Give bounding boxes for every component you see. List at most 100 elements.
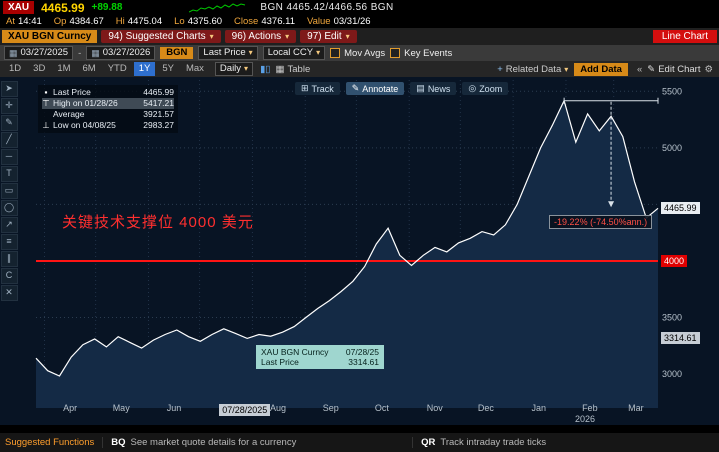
tab-max[interactable]: Max [185, 63, 204, 74]
arrow-tool-icon[interactable]: ↗ [0, 217, 18, 233]
menu-suggested-charts[interactable]: 94) Suggested Charts ▾ [101, 30, 221, 43]
stat-label: At [6, 16, 15, 27]
tab-1y[interactable]: 1Y [133, 62, 156, 76]
stat-value: 4384.67 [69, 16, 104, 27]
track-icon: ⊞ [301, 83, 309, 93]
trendline-icon[interactable]: ╱ [0, 132, 18, 148]
control-bar: ▦ 03/27/2025 - ▦ 03/27/2026 BGN Last Price… [0, 45, 719, 61]
legend-marker: ▪ [44, 87, 48, 97]
chevron-down-icon: ▾ [244, 64, 249, 73]
key-events-checkbox[interactable] [390, 48, 401, 58]
function-code: QR [421, 437, 436, 448]
date-from-input[interactable]: ▦ 03/27/2025 [4, 46, 74, 60]
chart-legend: ▪ Last Price 4465.99 ⊤ High on 01/28/26 5417… [38, 85, 178, 133]
legend-row-average[interactable]: Average 3921.57 [42, 109, 174, 120]
stat-high: Hi 4475.04 [116, 16, 162, 27]
legend-label: High on 01/28/26 [53, 98, 118, 108]
drawdown-label: -19.22% (-74.50%ann.) [549, 215, 653, 230]
date-to-input[interactable]: ▦ 03/27/2026 [86, 46, 156, 60]
x-axis-tick: Jun [167, 403, 182, 413]
table-button[interactable]: ▦ Table [276, 64, 311, 75]
last-price: 4465.99 [41, 0, 85, 15]
x-axis-tick: Jan [531, 403, 546, 413]
legend-marker [42, 109, 50, 120]
legend-label: Last Price [53, 87, 91, 97]
rectangle-tool-icon[interactable]: ▭ [0, 183, 18, 199]
legend-marker: ⊤ [42, 98, 50, 108]
field-dropdown[interactable]: Last Price ▾ [198, 46, 258, 60]
chevron-down-icon: ▾ [248, 48, 253, 57]
stat-value: 4475.04 [127, 16, 163, 27]
tab-3d[interactable]: 3D [33, 63, 46, 74]
tab-ytd[interactable]: YTD [107, 63, 127, 74]
date-to-value: 03/27/2026 [102, 47, 151, 58]
clone-tool-icon[interactable]: C [0, 268, 18, 284]
tooltip-security: XAU BGN Curncy [261, 347, 329, 357]
ellipse-tool-icon[interactable]: ◯ [0, 200, 18, 216]
menu-actions[interactable]: 96) Actions ▾ [224, 30, 297, 43]
chevron-down-icon: ▾ [316, 48, 321, 57]
price-source-button[interactable]: BGN [160, 47, 194, 59]
tab-5y[interactable]: 5Y [162, 63, 174, 74]
delete-tool-icon[interactable]: ✕ [0, 285, 18, 301]
stat-value-date: Value 03/31/26 [307, 16, 371, 27]
tooltip-value-row: Last Price 3314.61 [261, 357, 379, 367]
tab-1d[interactable]: 1D [9, 63, 22, 74]
x-axis-tick: Oct [375, 403, 390, 413]
legend-value: 5417.21 [143, 98, 174, 108]
function-bq[interactable]: BQ See market quote details for a currenc… [102, 437, 404, 448]
field-value: Last Price [203, 47, 246, 58]
edit-chart-button[interactable]: ✎ Edit Chart [647, 64, 700, 75]
zoom-button[interactable]: ◎ Zoom [462, 82, 509, 95]
legend-value: 4465.99 [143, 87, 174, 97]
pointer-icon[interactable]: ➤ [0, 81, 18, 97]
frequency-dropdown[interactable]: Daily ▾ [214, 62, 254, 76]
y-axis-tick: 5500 [662, 86, 682, 96]
suggested-functions-bar: Suggested Functions BQ See market quote d… [0, 433, 719, 452]
suggested-functions-label: Suggested Functions [5, 437, 95, 448]
gear-icon[interactable]: ⚙ [704, 63, 713, 75]
legend-row-last-price[interactable]: ▪ Last Price 4465.99 [42, 87, 174, 98]
currency-dropdown[interactable]: Local CCY ▾ [262, 46, 326, 60]
legend-value: 2983.27 [143, 120, 174, 130]
tooltip-title-row: XAU BGN Curncy 07/28/25 [261, 347, 379, 357]
legend-row-high[interactable]: ⊤ High on 01/28/26 5417.21 [42, 98, 174, 109]
channel-tool-icon[interactable]: ∥ [0, 251, 18, 267]
stat-low: Lo 4375.60 [174, 16, 222, 27]
currency-value: Local CCY [267, 47, 314, 58]
stat-value: 03/31/26 [333, 16, 371, 27]
key-events-toggle[interactable]: Key Events [390, 48, 452, 59]
annotate-pencil-icon[interactable]: ✎ [0, 115, 18, 131]
calendar-icon: ▦ [9, 48, 18, 58]
news-button[interactable]: ▤ News [410, 82, 457, 95]
function-qr[interactable]: QR Track intraday trade ticks [412, 437, 714, 448]
chart-mini-toolbar: ⊞ Track ✎ Annotate ▤ News ◎ Zoom [295, 82, 509, 95]
candlestick-icon[interactable]: ▮▯ [260, 63, 271, 75]
security-box[interactable]: XAU BGN Curncy [2, 30, 98, 43]
intraday-sparkline-icon [189, 2, 246, 12]
chart-type-button[interactable]: Line Chart [652, 30, 717, 43]
tab-1m[interactable]: 1M [57, 63, 71, 74]
fib-retracement-icon[interactable]: ≡ [0, 234, 18, 250]
add-data-button[interactable]: Add Data [574, 62, 628, 76]
crosshair-icon[interactable]: ✛ [0, 98, 18, 114]
menu-edit[interactable]: 97) Edit ▾ [300, 30, 357, 43]
ticker-symbol: XAU [3, 1, 35, 14]
legend-row-low[interactable]: ⊥ Low on 04/08/25 2983.27 [42, 120, 174, 131]
legend-value: 3921.57 [143, 109, 174, 119]
track-button[interactable]: ⊞ Track [295, 82, 340, 95]
edit-chart-label: Edit Chart [658, 63, 701, 75]
annotate-button[interactable]: ✎ Annotate [345, 82, 405, 95]
horizontal-line-icon[interactable]: ─ [0, 149, 18, 165]
tab-6m[interactable]: 6M [82, 63, 96, 74]
pencil-icon: ✎ [647, 63, 656, 75]
related-data-button[interactable]: + Related Data ▾ [497, 64, 568, 75]
menu-label: 94) Suggested Charts [108, 31, 206, 42]
text-tool-icon[interactable]: T [0, 166, 18, 182]
related-data-label: Related Data [505, 63, 562, 75]
collapse-icon[interactable]: « [636, 63, 643, 75]
mov-avgs-toggle[interactable]: Mov Avgs [330, 48, 385, 59]
mov-avgs-checkbox[interactable] [330, 48, 341, 58]
x-axis-tick: Feb [582, 403, 598, 413]
calendar-icon: ▦ [91, 48, 100, 58]
